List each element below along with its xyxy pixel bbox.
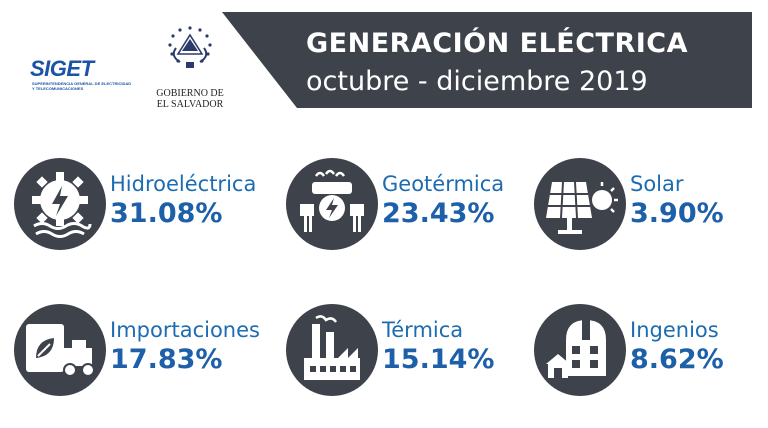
source-label: Geotérmica	[382, 172, 505, 196]
header-banner	[222, 12, 752, 108]
source-label: Térmica	[382, 318, 464, 342]
source-percent: 17.83%	[110, 344, 223, 375]
source-label: Hidroeléctrica	[110, 172, 257, 196]
source-label: Solar	[630, 172, 684, 196]
hydro-gear-icon	[14, 158, 106, 250]
source-percent: 23.43%	[382, 198, 495, 229]
siget-logo-subtitle: Superintendencia General de Electricidad…	[32, 81, 132, 91]
import-truck-icon	[14, 304, 106, 396]
siget-logo-name: SIGET	[30, 56, 94, 81]
source-label: Importaciones	[110, 318, 260, 342]
gobierno-logo-text: GOBIERNO DE EL SALVADOR	[150, 88, 230, 110]
source-label: Ingenios	[630, 318, 719, 342]
page-title: GENERACIÓN ELÉCTRICA	[306, 28, 689, 59]
gobierno-line2: EL SALVADOR	[156, 99, 224, 110]
source-percent: 31.08%	[110, 198, 223, 229]
page-subtitle: octubre - diciembre 2019	[306, 66, 648, 97]
source-percent: 15.14%	[382, 344, 495, 375]
gobierno-logo: GOBIERNO DE EL SALVADOR	[150, 20, 230, 115]
siget-logo: SIGET Superintendencia General de Electr…	[30, 56, 132, 96]
solar-panel-icon	[534, 158, 626, 250]
gobierno-line1: GOBIERNO DE	[156, 88, 224, 99]
source-percent: 3.90%	[630, 198, 724, 229]
source-percent: 8.62%	[630, 344, 724, 375]
geothermal-plug-icon	[286, 158, 378, 250]
coat-of-arms-icon	[168, 26, 212, 68]
sugar-mill-icon	[534, 304, 626, 396]
thermal-factory-icon	[286, 304, 378, 396]
